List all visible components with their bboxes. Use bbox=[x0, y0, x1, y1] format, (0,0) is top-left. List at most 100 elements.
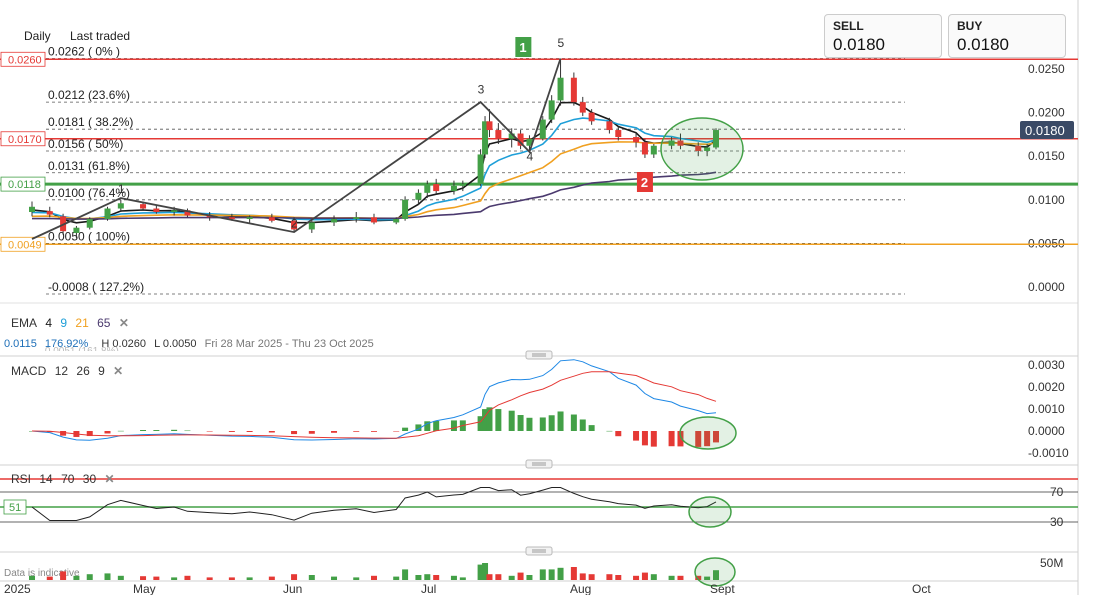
volume-bar bbox=[424, 574, 431, 580]
price-level-tag bbox=[0, 176, 46, 192]
volume-bar bbox=[459, 577, 466, 580]
macd-histogram-bar bbox=[570, 414, 577, 431]
candle-body bbox=[508, 133, 515, 139]
candle-body bbox=[615, 130, 622, 138]
volume-bar bbox=[29, 575, 35, 580]
wave-label: 4 bbox=[526, 150, 533, 164]
price-mode-selector[interactable]: Last traded bbox=[70, 29, 131, 43]
time-axis-tick: Oct bbox=[912, 582, 931, 595]
volume-bar bbox=[633, 575, 640, 580]
candle-body bbox=[393, 218, 400, 223]
macd-histogram-bar bbox=[548, 415, 555, 431]
macd-histogram-bar bbox=[331, 431, 338, 433]
candle-body bbox=[29, 206, 35, 213]
volume-bar bbox=[579, 573, 586, 580]
candle-body bbox=[482, 121, 489, 155]
ema-legend[interactable]: EMA 4 9 21 65 ✕ bbox=[11, 316, 134, 330]
interval-selector[interactable]: Daily bbox=[24, 29, 51, 43]
macd-axis-tick: -0.0010 bbox=[1028, 446, 1069, 460]
macd-histogram-bar bbox=[668, 431, 675, 447]
candle-body bbox=[268, 217, 275, 221]
volume-bar bbox=[495, 574, 502, 580]
macd-param-2: 26 bbox=[76, 364, 90, 378]
info-low: L 0.0050 bbox=[154, 338, 197, 350]
wave-box bbox=[515, 37, 532, 57]
sell-quote-button[interactable]: SELL 0.0180 bbox=[824, 14, 942, 58]
macd-histogram-bar bbox=[508, 410, 515, 431]
candle-body bbox=[415, 192, 422, 200]
macd-legend[interactable]: MACD 12 26 9 ✕ bbox=[11, 364, 128, 378]
pane-resize-handle bbox=[525, 546, 553, 556]
rsi-axis-tick: 30 bbox=[1050, 515, 1064, 529]
volume-bar bbox=[86, 574, 93, 580]
candle-body bbox=[548, 100, 555, 120]
candle-body bbox=[677, 140, 684, 146]
volume-axis-tick: 50M bbox=[1040, 556, 1063, 570]
candle-body bbox=[402, 199, 409, 219]
candle-body bbox=[526, 138, 533, 146]
wave-label: 2 bbox=[291, 217, 298, 231]
ema-65-line bbox=[31, 171, 717, 220]
volume-bar bbox=[570, 567, 577, 580]
highlight-ellipse bbox=[679, 416, 737, 450]
volume-bar bbox=[548, 569, 555, 580]
volume-bar bbox=[184, 575, 191, 580]
candle-body bbox=[371, 217, 377, 223]
price-level-tag-text: 0.0049 bbox=[8, 239, 42, 251]
volume-bar bbox=[433, 575, 440, 580]
macd-histogram-bar bbox=[228, 431, 235, 432]
macd-param-3: 9 bbox=[98, 364, 105, 378]
ema-21-line bbox=[31, 141, 717, 220]
fib-level-label: 0.0131 (61.8%) bbox=[48, 159, 130, 173]
candle-body bbox=[117, 203, 124, 209]
close-icon[interactable]: ✕ bbox=[104, 472, 115, 486]
macd-histogram-bar bbox=[517, 415, 524, 431]
rsi-line bbox=[31, 487, 717, 521]
price-level-tag bbox=[0, 236, 46, 252]
ema-name: EMA bbox=[11, 316, 38, 330]
buy-quote-button[interactable]: BUY 0.0180 bbox=[948, 14, 1066, 58]
candle-body bbox=[424, 184, 431, 193]
rsi-legend[interactable]: RSI 14 70 30 ✕ bbox=[11, 472, 120, 486]
macd-histogram-bar bbox=[450, 420, 457, 431]
macd-histogram-bar bbox=[713, 431, 719, 443]
macd-histogram-bar bbox=[482, 409, 489, 431]
volume-bar bbox=[486, 574, 493, 580]
volume-bar bbox=[477, 564, 484, 580]
time-axis-tick: 2025 bbox=[4, 582, 31, 595]
elliott-wave-line bbox=[31, 58, 562, 240]
volume-bar bbox=[668, 575, 675, 580]
info-line: 0.0115 176.92% 0.0051 (161.8%) H 0.0260 L… bbox=[4, 338, 379, 351]
close-icon[interactable]: ✕ bbox=[113, 364, 124, 378]
volume-bar bbox=[393, 576, 400, 580]
time-axis-tick: Jun bbox=[283, 582, 302, 595]
volume-bar bbox=[268, 576, 275, 580]
candle-body bbox=[433, 184, 440, 192]
volume-bar bbox=[73, 575, 80, 580]
highlight-ellipse bbox=[660, 117, 744, 181]
candle-body bbox=[153, 208, 160, 213]
candle-body bbox=[450, 185, 457, 192]
close-icon[interactable]: ✕ bbox=[118, 316, 129, 330]
price-axis-tick: 0.0000 bbox=[1028, 280, 1065, 294]
time-axis-tick: Jul bbox=[421, 582, 436, 595]
rsi-param-2: 70 bbox=[61, 472, 75, 486]
wave-box-label: 1 bbox=[519, 40, 526, 55]
candle-body bbox=[668, 140, 675, 146]
candle-body bbox=[695, 145, 702, 151]
rsi-param-1: 14 bbox=[39, 472, 53, 486]
rsi-axis-tick: 70 bbox=[1050, 485, 1064, 499]
candle-body bbox=[46, 211, 53, 215]
price-level-tag-text: 0.0170 bbox=[8, 134, 42, 146]
macd-signal-line bbox=[31, 371, 717, 439]
candle-body bbox=[291, 220, 298, 230]
fib-level-label: 0.0262 ( 0% ) bbox=[48, 45, 120, 59]
time-axis-tick: May bbox=[133, 582, 156, 595]
volume-bar bbox=[140, 576, 147, 580]
candle-body bbox=[633, 137, 640, 143]
info-high: H 0.0260 bbox=[101, 338, 147, 350]
candle-body bbox=[557, 77, 564, 101]
ema-period-4: 65 bbox=[97, 316, 111, 330]
macd-histogram-bar bbox=[60, 431, 67, 436]
